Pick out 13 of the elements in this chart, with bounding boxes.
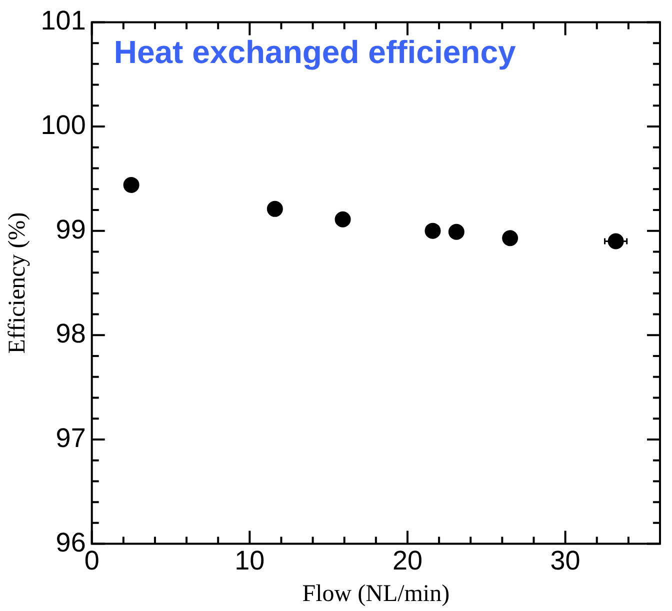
x-tick-label: 10 — [234, 545, 265, 576]
x-tick-label: 0 — [84, 545, 100, 576]
y-tick-label: 96 — [56, 527, 86, 558]
x-axis-title: Flow (NL/min) — [302, 580, 450, 607]
chart-title: Heat exchanged efficiency — [114, 34, 516, 70]
y-axis-title: Efficiency (%) — [4, 212, 31, 354]
x-tick-label: 30 — [550, 545, 580, 576]
y-tick-label: 100 — [40, 110, 86, 140]
y-tick-label: 101 — [40, 6, 86, 36]
y-tick-label: 99 — [56, 214, 86, 244]
x-tick-label: 20 — [392, 545, 423, 576]
y-tick-label: 97 — [56, 422, 86, 453]
y-tick-label: 98 — [56, 318, 86, 349]
